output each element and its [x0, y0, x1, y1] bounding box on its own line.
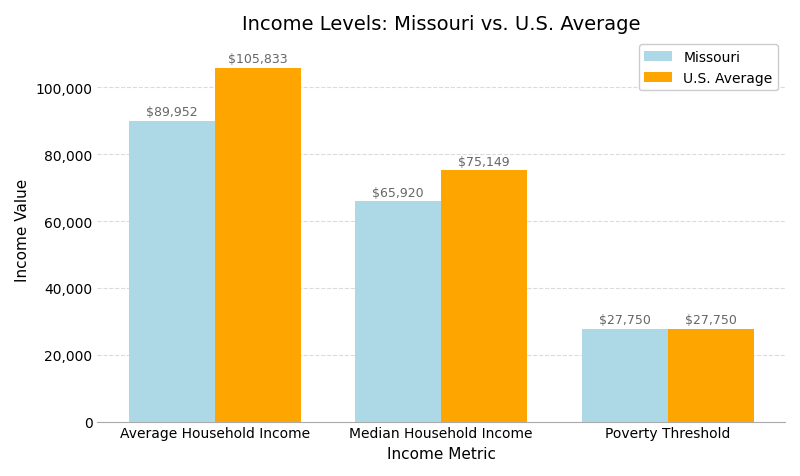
X-axis label: Income Metric: Income Metric — [386, 446, 496, 461]
Bar — [214, 69, 301, 422]
Title: Income Levels: Missouri vs. U.S. Average: Income Levels: Missouri vs. U.S. Average — [242, 15, 641, 34]
Text: $65,920: $65,920 — [372, 186, 424, 199]
Bar — [668, 329, 754, 422]
Bar — [442, 171, 527, 422]
Text: $89,952: $89,952 — [146, 106, 198, 119]
Text: $27,750: $27,750 — [685, 314, 737, 327]
Text: $75,149: $75,149 — [458, 156, 510, 169]
Bar — [582, 329, 668, 422]
Legend: Missouri, U.S. Average: Missouri, U.S. Average — [639, 45, 778, 91]
Text: $27,750: $27,750 — [598, 314, 650, 327]
Bar — [355, 202, 442, 422]
Bar — [129, 122, 214, 422]
Y-axis label: Income Value: Income Value — [15, 178, 30, 281]
Text: $105,833: $105,833 — [228, 53, 287, 66]
